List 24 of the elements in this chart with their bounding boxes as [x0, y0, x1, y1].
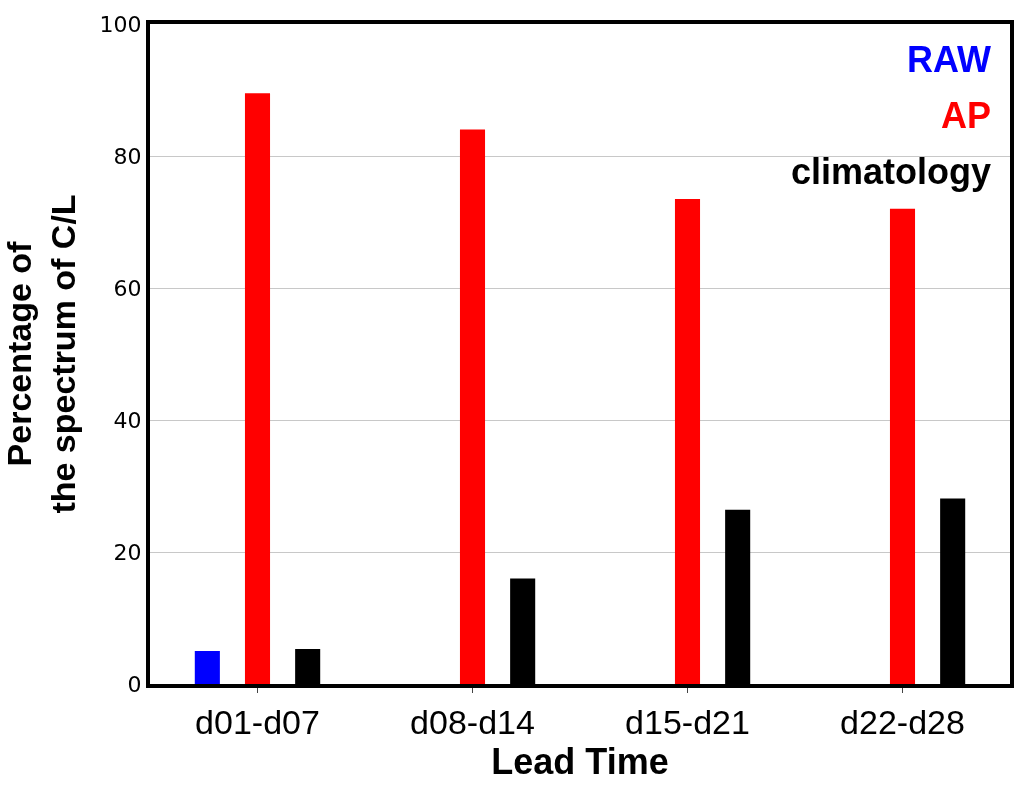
bar — [940, 498, 966, 684]
y-tick-label: 20 — [113, 539, 142, 565]
bar — [194, 651, 220, 684]
bar — [674, 198, 701, 684]
y-tick-label: 80 — [113, 143, 142, 169]
y-tick-label: 60 — [113, 275, 142, 301]
bar — [244, 93, 271, 684]
x-tick-label: d08-d14 — [410, 702, 535, 741]
bar — [459, 129, 486, 684]
x-tick-label: d01-d07 — [195, 702, 320, 741]
text: RAW — [907, 39, 992, 80]
bar — [295, 649, 321, 684]
y-tick-label: 40 — [113, 407, 142, 433]
text: AP — [941, 95, 992, 136]
y-tick-label: 0 — [127, 671, 142, 697]
bar — [510, 578, 536, 684]
x-tick-label: d22-d28 — [840, 702, 965, 741]
y-tick-label: 100 — [99, 11, 142, 37]
text: climatology — [791, 151, 992, 192]
bar — [889, 208, 916, 684]
y-axis-title: Percentage of the spectrum of C/L — [0, 194, 83, 514]
x-axis-title: Lead Time — [491, 740, 669, 782]
bar — [725, 509, 751, 684]
x-tick-label: d15-d21 — [625, 702, 750, 741]
